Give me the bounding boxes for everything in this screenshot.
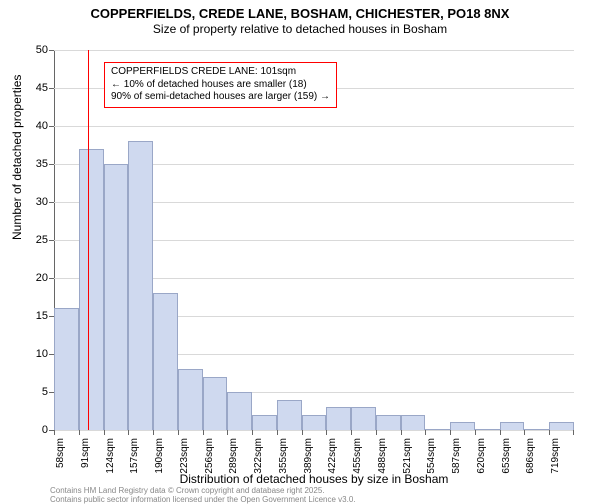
histogram-bar	[302, 415, 327, 430]
histogram-bar	[351, 407, 376, 430]
credit-line: Contains HM Land Registry data © Crown c…	[50, 486, 356, 495]
credits: Contains HM Land Registry data © Crown c…	[50, 486, 356, 504]
gridline	[54, 50, 574, 51]
histogram-bar	[326, 407, 351, 430]
y-tick-label: 15	[18, 310, 48, 322]
histogram-bar	[178, 369, 203, 430]
chart-title-block: COPPERFIELDS, CREDE LANE, BOSHAM, CHICHE…	[0, 0, 600, 37]
y-tick-label: 30	[18, 196, 48, 208]
histogram-bar	[203, 377, 228, 430]
histogram-bar	[500, 422, 525, 430]
y-tick-label: 10	[18, 348, 48, 360]
histogram-bar	[376, 415, 401, 430]
chart-title-main: COPPERFIELDS, CREDE LANE, BOSHAM, CHICHE…	[0, 6, 600, 22]
y-tick-label: 50	[18, 44, 48, 56]
histogram-bar	[79, 149, 104, 430]
histogram-bar	[549, 422, 574, 430]
y-tick-label: 20	[18, 272, 48, 284]
annotation-line: COPPERFIELDS CREDE LANE: 101sqm	[111, 66, 330, 79]
gridline	[54, 430, 574, 431]
y-tick-label: 5	[18, 386, 48, 398]
annotation-line: ← 10% of detached houses are smaller (18…	[111, 79, 330, 92]
y-tick-label: 25	[18, 234, 48, 246]
y-tick-label: 45	[18, 82, 48, 94]
histogram-bar	[54, 308, 79, 430]
histogram-bar	[104, 164, 129, 430]
plot-area: 0510152025303540455058sqm91sqm124sqm157s…	[54, 50, 574, 430]
annotation-box: COPPERFIELDS CREDE LANE: 101sqm← 10% of …	[104, 62, 337, 108]
histogram-bar	[252, 415, 277, 430]
histogram-bar	[128, 141, 153, 430]
histogram-bar	[425, 429, 450, 430]
histogram-bar	[450, 422, 475, 430]
x-axis-label: Distribution of detached houses by size …	[54, 472, 574, 486]
histogram-bar	[277, 400, 302, 430]
annotation-line: 90% of semi-detached houses are larger (…	[111, 91, 330, 104]
histogram-bar	[524, 429, 549, 430]
histogram-bar	[401, 415, 426, 430]
histogram-bar	[475, 429, 500, 430]
marker-line	[88, 50, 89, 430]
gridline	[54, 126, 574, 127]
chart-title-sub: Size of property relative to detached ho…	[0, 22, 600, 37]
y-tick-label: 35	[18, 158, 48, 170]
y-tick-label: 0	[18, 424, 48, 436]
y-tick-label: 40	[18, 120, 48, 132]
histogram-bar	[227, 392, 252, 430]
histogram-bar	[153, 293, 178, 430]
